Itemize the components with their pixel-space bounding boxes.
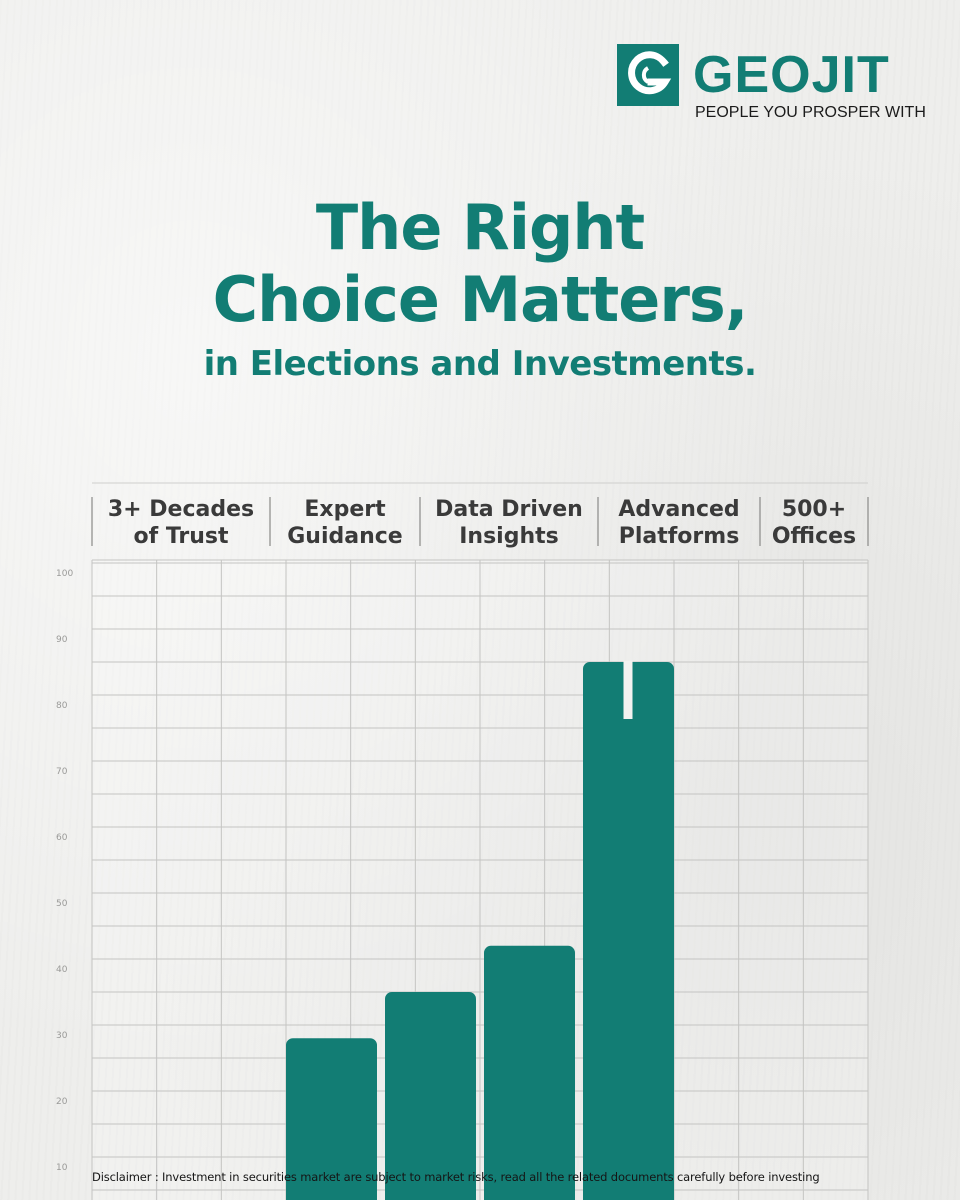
geojit-g-icon bbox=[617, 44, 679, 106]
bar bbox=[583, 662, 674, 1200]
y-tick-label: 100 bbox=[56, 569, 73, 579]
y-tick-label: 20 bbox=[56, 1097, 68, 1107]
chart-bars bbox=[286, 661, 674, 1200]
y-tick-label: 50 bbox=[56, 899, 68, 909]
headline-line-1: The Right bbox=[315, 191, 645, 264]
subheadline: in Elections and Investments. bbox=[203, 344, 757, 384]
chart-grid bbox=[91, 559, 869, 1200]
category-label: Offices bbox=[772, 524, 856, 549]
category-label: Platforms bbox=[619, 524, 740, 549]
category-label: Guidance bbox=[287, 524, 402, 549]
bar bbox=[385, 992, 476, 1200]
headline: The Right Choice Matters, bbox=[0, 192, 960, 336]
y-tick-label: 40 bbox=[56, 965, 68, 975]
y-tick-label: 60 bbox=[56, 833, 68, 843]
category-label: Advanced bbox=[618, 497, 739, 522]
category-label: Expert bbox=[304, 497, 386, 522]
y-tick-label: 10 bbox=[56, 1163, 68, 1173]
bar-notch-mark bbox=[623, 661, 633, 719]
y-tick-label: 30 bbox=[56, 1031, 68, 1041]
brand-name: GEOJIT bbox=[693, 46, 890, 104]
y-axis-ticks: 10 20 30 40 50 60 70 80 90 100 bbox=[56, 569, 73, 1173]
y-tick-label: 90 bbox=[56, 635, 68, 645]
brand-tagline: PEOPLE YOU PROSPER WITH bbox=[695, 104, 926, 121]
geojit-logo: GEOJIT PEOPLE YOU PROSPER WITH bbox=[617, 44, 926, 124]
headline-line-2: Choice Matters, bbox=[212, 263, 749, 336]
category-label: 500+ bbox=[782, 497, 846, 522]
category-label: Insights bbox=[459, 524, 559, 549]
bar bbox=[484, 945, 575, 1200]
y-tick-label: 70 bbox=[56, 767, 68, 777]
category-label: 3+ Decades bbox=[108, 497, 254, 522]
y-tick-label: 80 bbox=[56, 701, 68, 711]
category-label: of Trust bbox=[133, 524, 229, 549]
category-label: Data Driven bbox=[435, 497, 583, 522]
disclaimer-text: Disclaimer : Investment in securities ma… bbox=[92, 1170, 820, 1184]
bar bbox=[286, 1038, 377, 1200]
category-header bbox=[91, 482, 869, 546]
